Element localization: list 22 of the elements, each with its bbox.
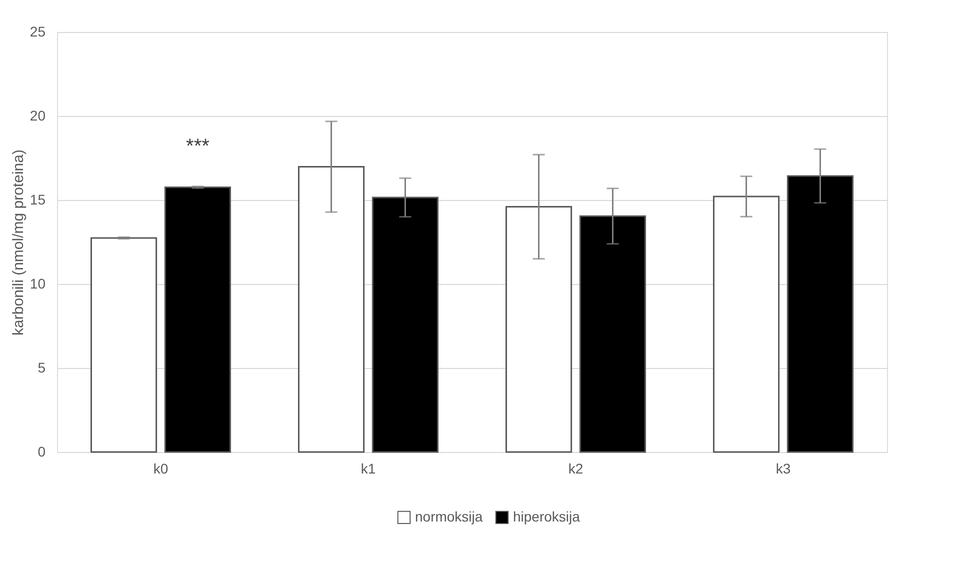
x-tick-label: k1	[360, 460, 376, 476]
legend-label: hiperoksija	[513, 508, 580, 524]
y-tick-label: 25	[30, 24, 46, 40]
bar	[298, 166, 365, 453]
x-tick-label: k3	[776, 460, 791, 476]
bar	[712, 196, 780, 453]
bar	[164, 186, 232, 453]
y-tick-label: 5	[38, 360, 46, 376]
y-tick-label: 15	[30, 192, 46, 208]
x-tick-label: k2	[568, 460, 584, 476]
y-axis-title: karbonili (nmol/mg proteina)	[10, 150, 27, 336]
bar	[579, 215, 646, 453]
bar	[505, 206, 572, 453]
bar	[372, 196, 439, 453]
x-tick-label: k0	[153, 460, 168, 476]
bar	[90, 237, 158, 453]
y-tick-label: 0	[38, 444, 46, 460]
y-tick-label: 10	[30, 276, 46, 292]
bar	[786, 175, 854, 453]
legend-label: normoksija	[415, 508, 483, 524]
annotation: ***	[186, 135, 210, 158]
y-tick-label: 20	[30, 108, 46, 124]
